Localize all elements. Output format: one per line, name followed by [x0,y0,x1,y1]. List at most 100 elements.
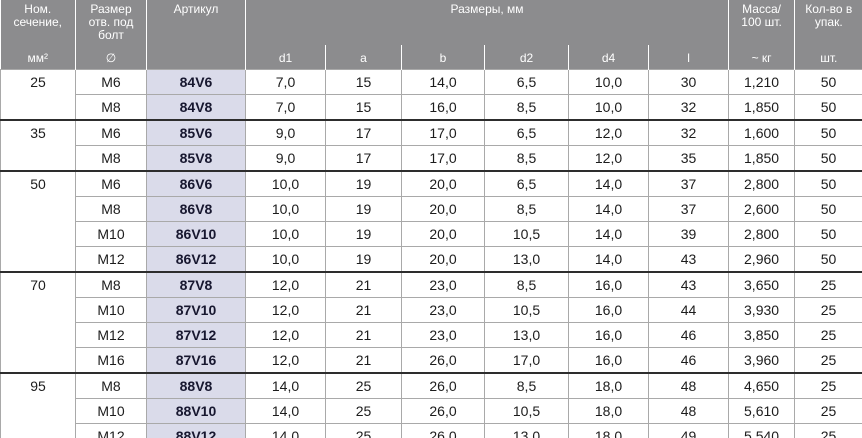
dim-cell-d2: 13,0 [484,322,569,348]
table-row: M10 86V10 10,0 19 20,0 10,5 14,0 39 2,800 50 [1,221,862,247]
dim-cell-l: 46 [647,322,730,348]
dim-cell-d4: 10,0 [568,94,649,121]
dim-cell-d2: 8,5 [484,145,569,172]
dim-cell-d2: 8,5 [484,372,569,399]
section-cell: 70 [0,271,76,374]
pack-cell: 50 [794,196,862,222]
size-cell: M6 [75,170,147,197]
article-cell: 85V6 [146,119,246,146]
article-cell: 88V8 [146,372,246,399]
dim-cell-b: 20,0 [401,170,485,197]
dim-cell-l: 37 [647,170,730,197]
article-cell: 87V8 [146,271,246,298]
dim-cell-a: 19 [325,221,402,247]
dim-cell-l: 43 [647,271,730,298]
header-unit-mm2: мм² [0,45,76,70]
dim-cell-l: 32 [647,94,730,121]
dim-cell-d1: 10,0 [245,170,326,197]
header-dim-d1: d1 [245,45,326,70]
size-cell: M12 [75,246,147,273]
header-article: Артикул [146,0,246,70]
section-cell: 95 [0,372,76,438]
table-row: M16 87V16 12,0 21 26,0 17,0 16,0 46 3,960 25 [1,347,862,374]
table-row: 25 M6 84V6 7,0 15 14,0 6,5 10,0 30 1,210 50 [0,69,862,121]
table-header: Ном. сечение, Размер отв. под болт Артик… [0,0,862,70]
mass-cell: 1,850 [728,94,796,121]
dim-cell-d2: 6,5 [484,69,569,95]
mass-cell: 3,850 [728,322,796,348]
dim-cell-l: 46 [647,347,730,374]
dim-cell-b: 23,0 [401,297,485,323]
section-cell: 25 [0,69,76,121]
dim-cell-d2: 10,5 [484,297,569,323]
dim-cell-b: 20,0 [401,221,485,247]
size-cell: M8 [75,94,147,121]
section-cell: 50 [0,170,76,273]
dim-cell-a: 21 [325,347,402,374]
table-row: M8 86V8 10,0 19 20,0 8,5 14,0 37 2,600 50 [1,196,862,222]
size-cell: M8 [75,271,147,298]
article-cell: 88V10 [146,398,246,424]
pack-cell: 50 [794,246,862,273]
size-cell: M8 [75,145,147,172]
dim-cell-l: 48 [647,372,730,399]
header-nominal-section: Ном. сечение, [0,0,76,45]
table-row: M8 84V8 7,0 15 16,0 8,5 10,0 32 1,850 50 [1,94,862,121]
header-dim-b: b [401,45,485,70]
dim-cell-b: 17,0 [401,119,485,146]
dim-cell-d4: 16,0 [568,347,649,374]
size-cell: M10 [75,297,147,323]
pack-cell: 50 [794,221,862,247]
dim-cell-b: 26,0 [401,423,485,438]
dim-cell-d1: 12,0 [245,271,326,298]
size-cell: M12 [75,322,147,348]
header-bolt-hole-size: Размер отв. под болт [75,0,147,45]
dim-cell-b: 17,0 [401,145,485,172]
size-cell: M6 [75,119,147,146]
article-cell: 88V12 [146,423,246,438]
table-row: M10 87V10 12,0 21 23,0 10,5 16,0 44 3,930 25 [1,297,862,323]
dim-cell-d1: 7,0 [245,94,326,121]
dim-cell-l: 49 [647,423,730,438]
dim-cell-a: 21 [325,297,402,323]
dim-cell-d2: 8,5 [484,94,569,121]
pack-cell: 25 [794,372,862,399]
dim-cell-d4: 16,0 [568,297,649,323]
header-unit-kg: ~ кг [728,45,796,70]
dim-cell-l: 43 [647,246,730,273]
pack-cell: 50 [794,170,862,197]
article-cell: 84V8 [146,94,246,121]
size-cell: M12 [75,423,147,438]
dim-cell-d4: 16,0 [568,322,649,348]
table-row: 35 M6 85V6 9,0 17 17,0 6,5 12,0 32 1,600 50 [0,119,862,172]
table-body: 25 M6 84V6 7,0 15 14,0 6,5 10,0 30 1,210 50 M8 84V8 7… [0,69,862,438]
dim-cell-a: 21 [325,271,402,298]
dim-cell-d4: 18,0 [568,398,649,424]
header-dim-d4: d4 [568,45,649,70]
article-cell: 85V8 [146,145,246,172]
mass-cell: 4,650 [728,372,796,399]
size-cell: M10 [75,398,147,424]
mass-cell: 1,210 [728,69,796,95]
header-pack-qty: Кол-во в упак. [794,0,862,45]
dim-cell-d4: 14,0 [568,196,649,222]
article-cell: 87V16 [146,347,246,374]
dim-cell-d4: 18,0 [568,423,649,438]
mass-cell: 2,960 [728,246,796,273]
dim-cell-l: 30 [647,69,730,95]
article-cell: 86V8 [146,196,246,222]
dim-cell-l: 44 [647,297,730,323]
dim-cell-a: 15 [325,69,402,95]
dim-cell-l: 39 [647,221,730,247]
table-row: 70 M8 87V8 12,0 21 23,0 8,5 16,0 43 3,650 25 [0,271,862,374]
table-row: M8 85V8 9,0 17 17,0 8,5 12,0 35 1,850 50 [1,145,862,172]
pack-cell: 50 [794,119,862,146]
table-row: M12 87V12 12,0 21 23,0 13,0 16,0 46 3,850 25 [1,322,862,348]
mass-cell: 2,800 [728,221,796,247]
dim-cell-l: 32 [647,119,730,146]
table-row: 95 M8 88V8 14,0 25 26,0 8,5 18,0 48 4,650 25 [0,372,862,438]
dim-cell-d1: 10,0 [245,196,326,222]
dim-cell-b: 20,0 [401,196,485,222]
dim-cell-b: 26,0 [401,398,485,424]
